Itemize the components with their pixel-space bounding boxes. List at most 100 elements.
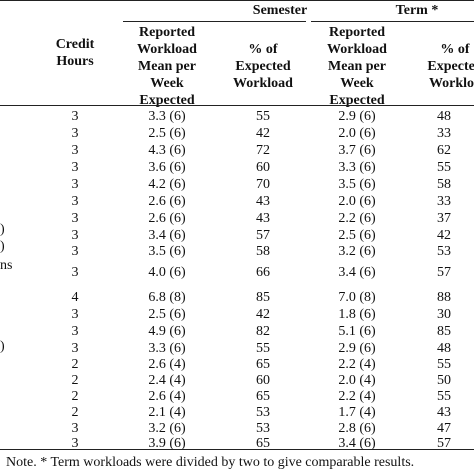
term-group-underline: [311, 21, 474, 22]
cell-term-pct: 43: [437, 405, 451, 420]
cell-sem-workload: 2.1 (4): [148, 405, 186, 420]
cell-credit: 2: [71, 405, 79, 420]
cell-term-pct: 53: [437, 244, 451, 259]
cell-term-pct: 55: [437, 357, 451, 372]
cell-sem-workload: 2.5 (6): [148, 126, 186, 141]
cell-sem-workload: 3.9 (6): [148, 436, 186, 451]
cell-term-pct: 58: [437, 177, 451, 192]
cell-sem-pct: 57: [256, 228, 270, 243]
cell-sem-workload: 2.4 (4): [148, 373, 186, 388]
header-semester-workload: Reported Workload Mean per Week Expected: [137, 25, 197, 108]
cell-term-pct: 33: [437, 126, 451, 141]
table-bottom-rule: [0, 449, 474, 450]
cell-sem-workload: 3.3 (6): [148, 341, 186, 356]
cell-credit: 3: [71, 265, 79, 280]
cell-sem-pct: 43: [256, 194, 270, 209]
cell-term-pct: 33: [437, 194, 451, 209]
cell-credit: 2: [71, 373, 79, 388]
cell-credit: 3: [71, 324, 79, 339]
cell-term-pct: 37: [437, 211, 451, 226]
cell-term-workload: 2.0 (6): [338, 194, 376, 209]
cell-term-workload: 1.7 (4): [338, 405, 376, 420]
cell-sem-pct: 65: [256, 357, 270, 372]
cell-term-pct: 85: [437, 324, 451, 339]
cell-credit: 3: [71, 143, 79, 158]
cell-credit: 4: [71, 290, 79, 305]
table-note: Note. * Term workloads were divided by t…: [6, 455, 415, 470]
cell-credit: 3: [71, 421, 79, 436]
cell-term-pct: 55: [437, 389, 451, 404]
cell-term-pct: 57: [437, 436, 451, 451]
cell-sem-pct: 66: [256, 265, 270, 280]
cell-credit: 3: [71, 307, 79, 322]
cropped-row-label-fragment: ): [0, 239, 5, 254]
cell-sem-pct: 43: [256, 211, 270, 226]
cell-credit: 3: [71, 126, 79, 141]
cell-term-workload: 2.2 (4): [338, 389, 376, 404]
cell-sem-workload: 4.9 (6): [148, 324, 186, 339]
cell-term-workload: 3.4 (6): [338, 265, 376, 280]
cell-sem-pct: 58: [256, 244, 270, 259]
cell-sem-pct: 72: [256, 143, 270, 158]
cell-term-workload: 3.2 (6): [338, 244, 376, 259]
cell-credit: 3: [71, 244, 79, 259]
cell-term-workload: 2.8 (6): [338, 421, 376, 436]
cell-term-pct: 47: [437, 421, 451, 436]
cell-term-workload: 5.1 (6): [338, 324, 376, 339]
top-rule: [0, 0, 474, 1]
cell-term-workload: 2.5 (6): [338, 228, 376, 243]
cell-sem-workload: 3.4 (6): [148, 228, 186, 243]
cell-credit: 3: [71, 177, 79, 192]
cell-credit: 3: [71, 436, 79, 451]
cell-sem-workload: 3.6 (6): [148, 160, 186, 175]
cell-sem-workload: 3.2 (6): [148, 421, 186, 436]
cell-sem-workload: 3.5 (6): [148, 244, 186, 259]
header-term-workload: Reported Workload Mean per Week Expected: [327, 25, 387, 108]
cell-term-workload: 7.0 (8): [338, 290, 376, 305]
cell-credit: 3: [71, 160, 79, 175]
cropped-row-label-fragment: ): [0, 222, 5, 237]
cell-term-workload: 2.9 (6): [338, 341, 376, 356]
cell-sem-pct: 85: [256, 290, 270, 305]
header-credit-hours: Credit Hours: [55, 37, 95, 69]
header-term-pct: % of Expected Workloa: [427, 42, 474, 91]
cell-sem-workload: 6.8 (8): [148, 290, 186, 305]
semester-group-underline: [123, 21, 306, 22]
cell-credit: 3: [71, 228, 79, 243]
cropped-row-label-fragment: ): [0, 339, 5, 354]
cell-term-pct: 50: [437, 373, 451, 388]
cell-sem-workload: 3.3 (6): [148, 109, 186, 124]
cell-sem-workload: 2.5 (6): [148, 307, 186, 322]
cell-term-pct: 30: [437, 307, 451, 322]
cell-sem-workload: 2.6 (6): [148, 194, 186, 209]
cell-sem-workload: 4.2 (6): [148, 177, 186, 192]
cell-credit: 3: [71, 194, 79, 209]
cell-credit: 2: [71, 357, 79, 372]
cell-term-pct: 55: [437, 160, 451, 175]
cell-sem-workload: 2.6 (4): [148, 357, 186, 372]
cell-term-pct: 48: [437, 341, 451, 356]
cell-credit: 3: [71, 211, 79, 226]
header-semester-pct: % of Expected Workload: [233, 42, 293, 91]
cell-term-workload: 1.8 (6): [338, 307, 376, 322]
cell-sem-workload: 4.0 (6): [148, 265, 186, 280]
cell-sem-pct: 60: [256, 160, 270, 175]
cell-sem-pct: 65: [256, 436, 270, 451]
cell-term-pct: 62: [437, 143, 451, 158]
cell-sem-pct: 53: [256, 421, 270, 436]
cell-term-workload: 3.4 (6): [338, 436, 376, 451]
cell-term-workload: 2.2 (4): [338, 357, 376, 372]
cell-credit: 2: [71, 389, 79, 404]
cell-term-pct: 48: [437, 109, 451, 124]
cell-sem-workload: 4.3 (6): [148, 143, 186, 158]
cell-sem-pct: 60: [256, 373, 270, 388]
group-header-term: Term *: [395, 3, 439, 18]
cropped-row-label-fragment: ns: [0, 258, 13, 273]
cell-sem-pct: 42: [256, 307, 270, 322]
cell-term-workload: 3.3 (6): [338, 160, 376, 175]
cell-term-workload: 2.0 (6): [338, 126, 376, 141]
cell-term-workload: 3.5 (6): [338, 177, 376, 192]
cell-sem-pct: 55: [256, 341, 270, 356]
cell-sem-pct: 82: [256, 324, 270, 339]
cell-term-workload: 2.9 (6): [338, 109, 376, 124]
